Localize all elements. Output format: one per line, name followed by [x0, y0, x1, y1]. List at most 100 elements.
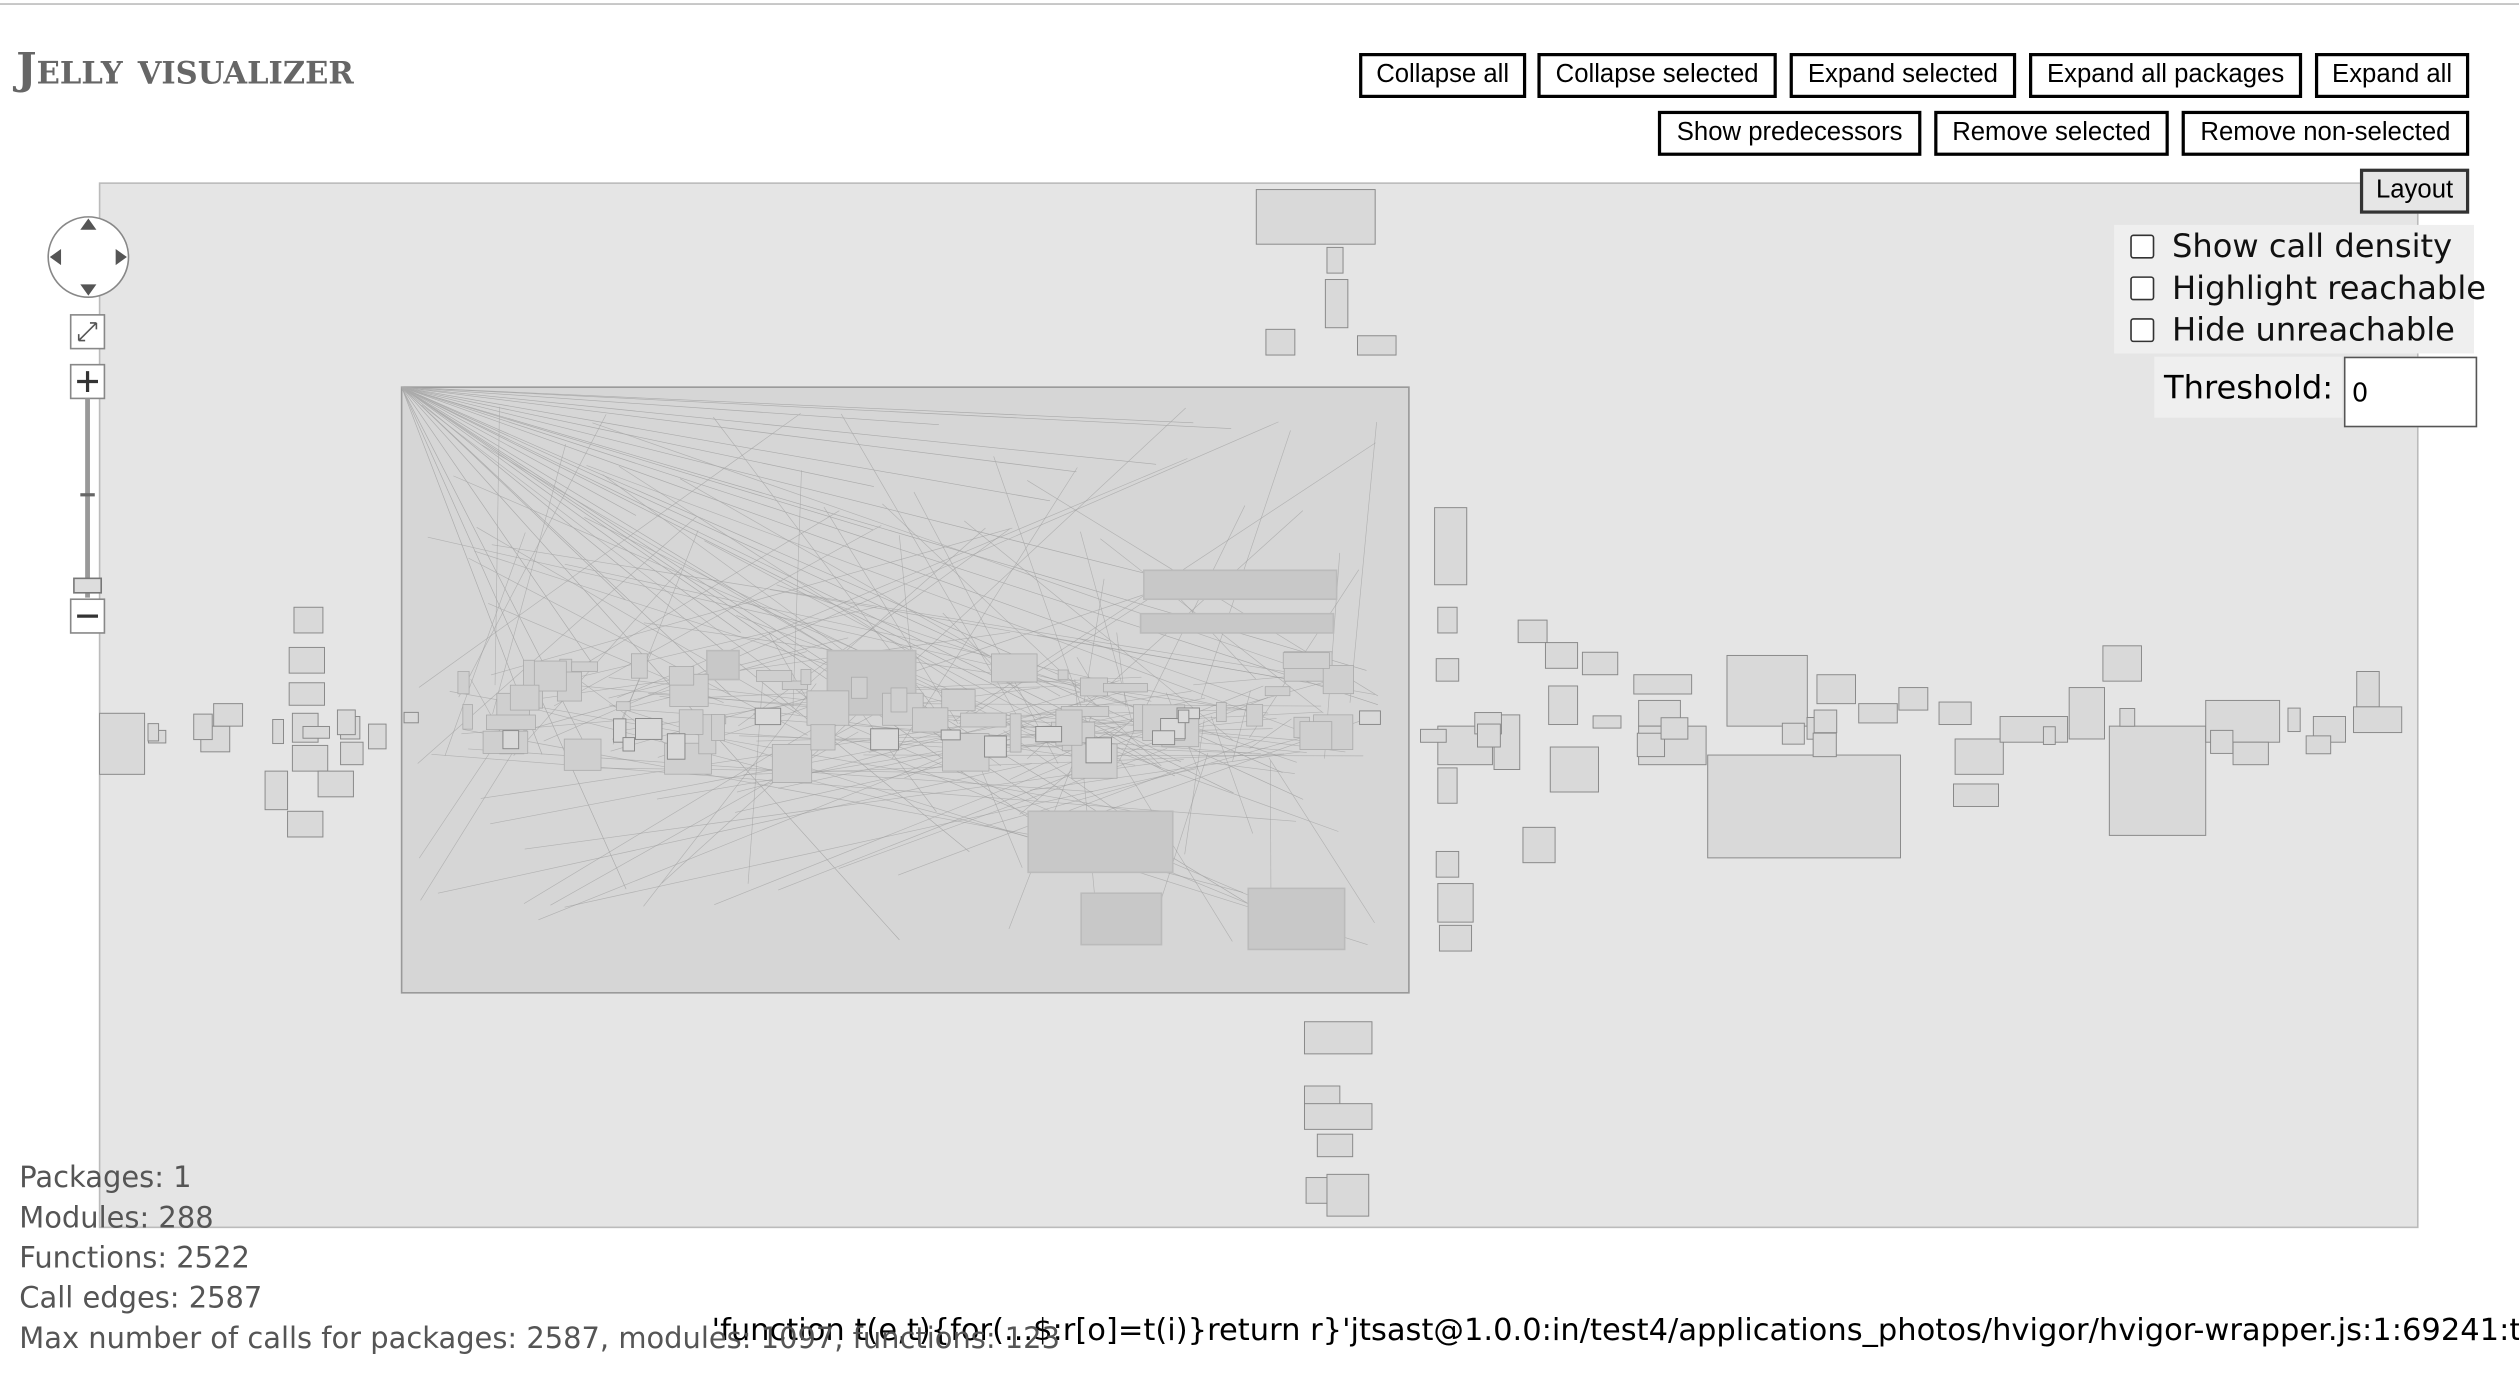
module-box[interactable]	[1636, 732, 1666, 758]
module-box[interactable]	[1303, 1103, 1373, 1130]
module-box[interactable]	[1477, 723, 1501, 748]
module-box[interactable]	[1581, 651, 1619, 676]
module-box[interactable]	[1265, 328, 1296, 356]
module-box[interactable]	[2068, 687, 2105, 740]
module-box[interactable]	[1858, 703, 1898, 724]
module-box[interactable]	[1103, 683, 1148, 693]
module-box[interactable]	[457, 671, 470, 695]
module-box[interactable]	[571, 661, 598, 672]
module-box[interactable]	[272, 719, 284, 745]
module-box[interactable]	[1812, 732, 1837, 758]
module-box[interactable]	[890, 687, 908, 713]
toolbar-button[interactable]: Expand all	[2314, 53, 2470, 98]
module-box[interactable]	[711, 714, 725, 741]
module-box[interactable]	[1522, 826, 1556, 864]
module-box[interactable]	[147, 723, 160, 742]
module-box[interactable]	[1316, 1133, 1354, 1158]
checkbox[interactable]	[2130, 233, 2155, 258]
module-box[interactable]	[502, 730, 520, 750]
module-box[interactable]	[781, 680, 808, 690]
module-box[interactable]	[302, 725, 330, 739]
module-box[interactable]	[1549, 746, 1599, 793]
module-box[interactable]	[1548, 685, 1579, 726]
module-box[interactable]	[288, 682, 325, 706]
module-box[interactable]	[193, 713, 213, 741]
module-box[interactable]	[1660, 717, 1689, 740]
module-box[interactable]	[1813, 709, 1838, 734]
module-box[interactable]	[991, 653, 1038, 683]
module-box[interactable]	[1299, 721, 1333, 750]
toolbar-button[interactable]: Expand all packages	[2029, 53, 2303, 98]
module-box[interactable]	[706, 649, 740, 681]
module-box[interactable]	[960, 712, 1007, 728]
toolbar-button[interactable]: Remove selected	[1934, 110, 2169, 156]
module-box[interactable]	[1437, 767, 1458, 804]
module-box[interactable]	[1143, 569, 1338, 601]
module-box[interactable]	[1080, 892, 1163, 946]
module-box[interactable]	[1177, 709, 1190, 724]
module-box[interactable]	[1816, 674, 1856, 705]
module-box[interactable]	[1326, 1173, 1370, 1217]
module-box[interactable]	[1938, 701, 1972, 726]
module-box[interactable]	[1057, 669, 1069, 680]
module-box[interactable]	[287, 810, 324, 838]
module-box[interactable]	[668, 666, 695, 686]
module-box[interactable]	[1282, 652, 1330, 669]
module-box[interactable]	[941, 689, 976, 712]
checkbox-option[interactable]: Show call density	[2130, 227, 2452, 265]
module-box[interactable]	[1255, 189, 1376, 245]
module-box[interactable]	[1999, 716, 2069, 743]
module-box[interactable]	[940, 729, 961, 741]
module-box[interactable]	[771, 744, 813, 783]
toolbar-button[interactable]: Show predecessors	[1657, 110, 1922, 156]
module-box[interactable]	[213, 703, 244, 727]
module-box[interactable]	[293, 606, 324, 634]
module-box[interactable]	[523, 659, 535, 688]
module-box[interactable]	[2042, 726, 2056, 745]
module-box[interactable]	[1264, 686, 1291, 697]
module-box[interactable]	[1139, 612, 1335, 634]
module-box[interactable]	[1898, 687, 1929, 711]
module-box[interactable]	[486, 714, 536, 730]
module-box[interactable]	[462, 704, 473, 730]
module-box[interactable]	[1326, 246, 1344, 274]
module-box[interactable]	[368, 723, 387, 750]
module-box[interactable]	[1009, 713, 1022, 753]
module-box[interactable]	[666, 733, 686, 760]
module-box[interactable]	[1357, 335, 1397, 356]
module-box[interactable]	[1517, 619, 1548, 644]
module-box[interactable]	[317, 770, 354, 798]
module-box[interactable]	[622, 737, 636, 752]
module-box[interactable]	[984, 735, 1007, 758]
module-box[interactable]	[810, 724, 836, 751]
module-box[interactable]	[613, 718, 627, 743]
module-box[interactable]	[2119, 708, 2136, 727]
module-box[interactable]	[851, 676, 868, 699]
module-box[interactable]	[1246, 704, 1264, 727]
module-box[interactable]	[678, 709, 704, 735]
module-box[interactable]	[1437, 883, 1474, 923]
toolbar-button[interactable]: Remove non-selected	[2181, 110, 2470, 156]
module-box[interactable]	[2108, 725, 2207, 836]
module-box[interactable]	[1420, 728, 1447, 743]
module-box[interactable]	[2102, 645, 2142, 682]
module-box[interactable]	[756, 670, 793, 682]
module-box[interactable]	[1434, 507, 1468, 586]
module-box[interactable]	[1359, 710, 1381, 725]
module-box[interactable]	[1726, 654, 1808, 727]
module-box[interactable]	[1324, 279, 1349, 329]
module-box[interactable]	[1247, 887, 1346, 951]
module-box[interactable]	[1435, 850, 1460, 878]
module-box[interactable]	[1437, 606, 1458, 634]
module-box[interactable]	[264, 770, 289, 811]
module-box[interactable]	[1303, 1021, 1373, 1055]
module-box[interactable]	[806, 690, 850, 726]
module-box[interactable]	[2353, 706, 2403, 734]
module-box[interactable]	[2210, 729, 2234, 754]
checkbox-option[interactable]: Highlight reachable	[2130, 268, 2486, 307]
module-box[interactable]	[403, 711, 419, 724]
checkbox-option[interactable]: Hide unreachable	[2130, 310, 2455, 349]
module-box[interactable]	[2287, 707, 2301, 733]
navigation-control[interactable]	[47, 216, 130, 634]
